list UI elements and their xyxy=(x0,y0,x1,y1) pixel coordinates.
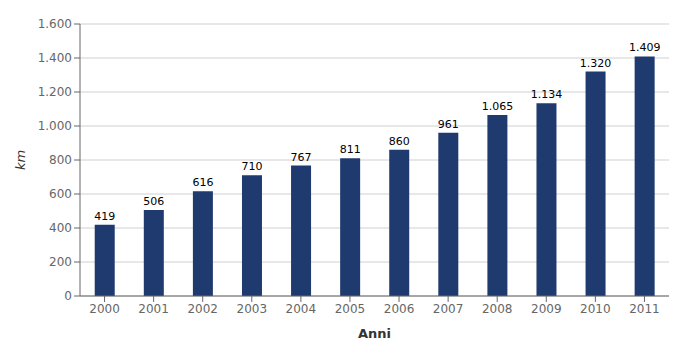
svg-text:2006: 2006 xyxy=(384,302,415,316)
svg-text:Anni: Anni xyxy=(358,326,391,341)
svg-text:2000: 2000 xyxy=(89,302,120,316)
svg-text:2003: 2003 xyxy=(237,302,268,316)
svg-text:2008: 2008 xyxy=(482,302,513,316)
svg-text:2010: 2010 xyxy=(580,302,611,316)
svg-text:2002: 2002 xyxy=(187,302,218,316)
svg-text:600: 600 xyxy=(49,187,72,201)
svg-text:1.320: 1.320 xyxy=(580,57,612,70)
svg-text:800: 800 xyxy=(49,153,72,167)
svg-text:767: 767 xyxy=(291,151,312,164)
svg-text:1.409: 1.409 xyxy=(629,41,661,54)
svg-text:616: 616 xyxy=(192,176,213,189)
svg-text:400: 400 xyxy=(49,221,72,235)
svg-text:km: km xyxy=(13,150,28,170)
svg-text:710: 710 xyxy=(241,160,262,173)
svg-text:0: 0 xyxy=(64,289,72,303)
svg-text:1.065: 1.065 xyxy=(482,100,514,113)
svg-text:1.400: 1.400 xyxy=(38,51,72,65)
svg-text:2009: 2009 xyxy=(531,302,562,316)
svg-text:2005: 2005 xyxy=(335,302,366,316)
svg-text:2001: 2001 xyxy=(138,302,169,316)
svg-text:506: 506 xyxy=(143,195,164,208)
svg-text:811: 811 xyxy=(340,143,361,156)
svg-text:1.000: 1.000 xyxy=(38,119,72,133)
svg-text:2004: 2004 xyxy=(286,302,317,316)
svg-text:2011: 2011 xyxy=(629,302,660,316)
svg-text:200: 200 xyxy=(49,255,72,269)
svg-text:1.600: 1.600 xyxy=(38,17,72,31)
svg-text:1.134: 1.134 xyxy=(531,88,563,101)
svg-text:419: 419 xyxy=(94,210,115,223)
svg-text:1.200: 1.200 xyxy=(38,85,72,99)
svg-text:2007: 2007 xyxy=(433,302,464,316)
svg-text:961: 961 xyxy=(438,118,459,131)
svg-text:860: 860 xyxy=(389,135,410,148)
